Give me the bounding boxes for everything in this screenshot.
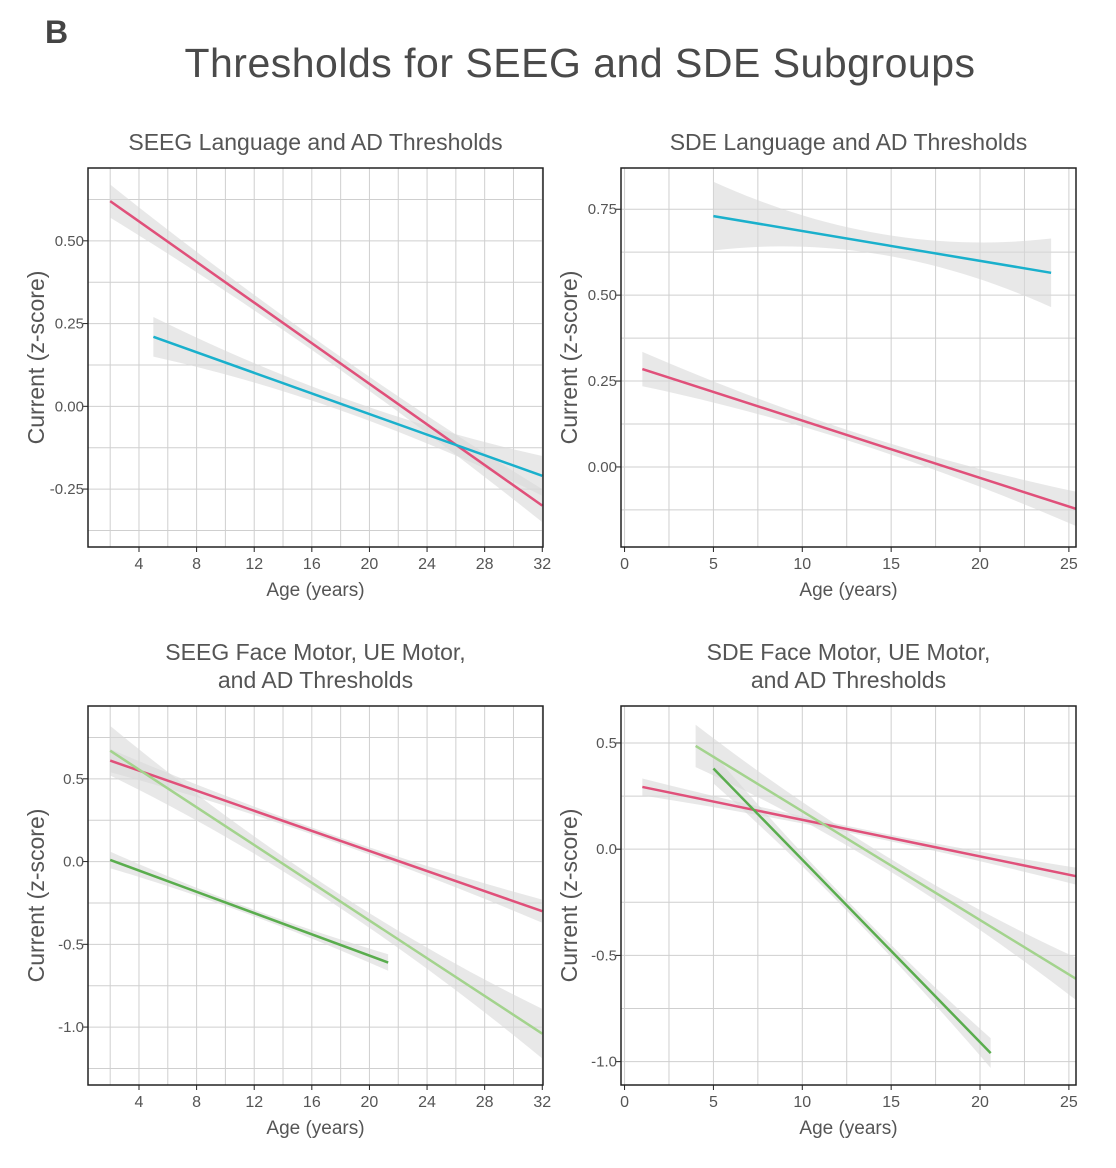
series-line-face_motor [712,767,992,1055]
y-tick-label: 0.50 [55,233,84,250]
chart-title: SDE Face Motor, UE Motor, [707,639,991,665]
x-tick-label: 32 [533,556,551,573]
x-tick-label: 28 [476,1094,494,1111]
x-tick-label: 20 [971,556,989,573]
chart-panel-2: 0 5 10 15 20 25 0.00 0.25 0.50 0.75 Age (years) Cur… [556,129,1078,601]
chart-title: SDE Language and AD Thresholds [670,129,1028,155]
x-tick-label: 24 [418,556,436,573]
x-tick-label: 8 [192,556,201,573]
chart-title: and AD Thresholds [751,667,946,693]
y-tick-label: 0.0 [63,854,84,871]
x-tick-label: 32 [533,1094,551,1111]
panel-letter: B [45,14,69,50]
chart-panel-3: 4 8 12 16 20 24 28 32 -1.0 -0.5 0.0 0.5 Age (years) C… [23,639,551,1139]
y-tick-label: -0.5 [591,947,617,964]
x-tick-label: 25 [1060,556,1078,573]
series-line-ad [713,214,1052,275]
x-tick-label: 12 [245,556,263,573]
x-tick-label: 20 [361,556,379,573]
y-tick-label: 0.25 [55,316,84,333]
y-tick-label: 0.00 [588,459,617,476]
x-tick-label: 10 [793,1094,811,1111]
x-tick-label: 16 [303,556,321,573]
y-tick-label: 0.5 [596,735,617,752]
y-tick-label: 0.5 [63,771,84,788]
plot-frame [620,705,1077,1086]
figure-title: Thresholds for SEEG and SDE Subgroups [184,40,976,86]
y-axis-label: Current (z-score) [23,271,49,445]
plot-frame [620,167,1077,548]
x-axis-label: Age (years) [266,580,364,601]
y-tick-label: 0.0 [596,841,617,858]
chart-title: and AD Thresholds [218,667,413,693]
plot-frame [87,705,544,1086]
chart-title: SEEG Language and AD Thresholds [128,129,502,155]
x-tick-label: 15 [882,556,900,573]
y-tick-label: 0.25 [588,373,617,390]
chart-panel-4: 0 5 10 15 20 25 -1.0 -0.5 0.0 0.5 Age (years) Curre… [556,639,1078,1139]
x-tick-label: 15 [882,1094,900,1111]
series-line-language [642,785,1077,878]
y-tick-label: -1.0 [591,1054,617,1071]
x-tick-label: 4 [135,1094,144,1111]
y-axis-label: Current (z-score) [23,809,49,983]
plot-frame [87,167,544,548]
x-tick-label: 20 [361,1094,379,1111]
x-tick-label: 0 [620,556,629,573]
x-tick-label: 8 [192,1094,201,1111]
y-tick-label: -0.5 [58,936,84,953]
y-axis-label: Current (z-score) [556,271,582,445]
chart-panel-1: 4 8 12 16 20 24 28 32 -0.25 0.00 0.25 0.50 Age (year… [23,129,551,601]
y-tick-label: -1.0 [58,1019,84,1036]
y-tick-label: 0.00 [55,398,84,415]
y-axis-label: Current (z-score) [556,809,582,983]
series-line-ue_motor [694,744,1077,980]
x-tick-label: 5 [709,556,718,573]
series-line-ad [152,335,543,478]
y-tick-label: 0.50 [588,287,617,304]
chart-title: SEEG Face Motor, UE Motor, [165,639,465,665]
x-tick-label: 5 [709,1094,718,1111]
y-tick-label: -0.25 [50,481,84,498]
x-tick-label: 16 [303,1094,321,1111]
y-tick-label: 0.75 [588,201,617,218]
x-axis-label: Age (years) [266,1118,364,1139]
x-tick-label: 4 [135,556,144,573]
series-line-language [641,367,1077,511]
x-tick-label: 24 [418,1094,436,1111]
series-line-language [109,759,543,913]
x-tick-label: 10 [793,556,811,573]
x-tick-label: 0 [620,1094,629,1111]
series-line-face_motor [109,858,389,964]
series-line-ue_motor [109,749,543,1035]
x-axis-label: Age (years) [799,580,897,601]
x-tick-label: 25 [1060,1094,1078,1111]
x-tick-label: 28 [476,556,494,573]
x-tick-label: 20 [971,1094,989,1111]
x-axis-label: Age (years) [799,1118,897,1139]
x-tick-label: 12 [245,1094,263,1111]
series-line-language [109,200,543,507]
